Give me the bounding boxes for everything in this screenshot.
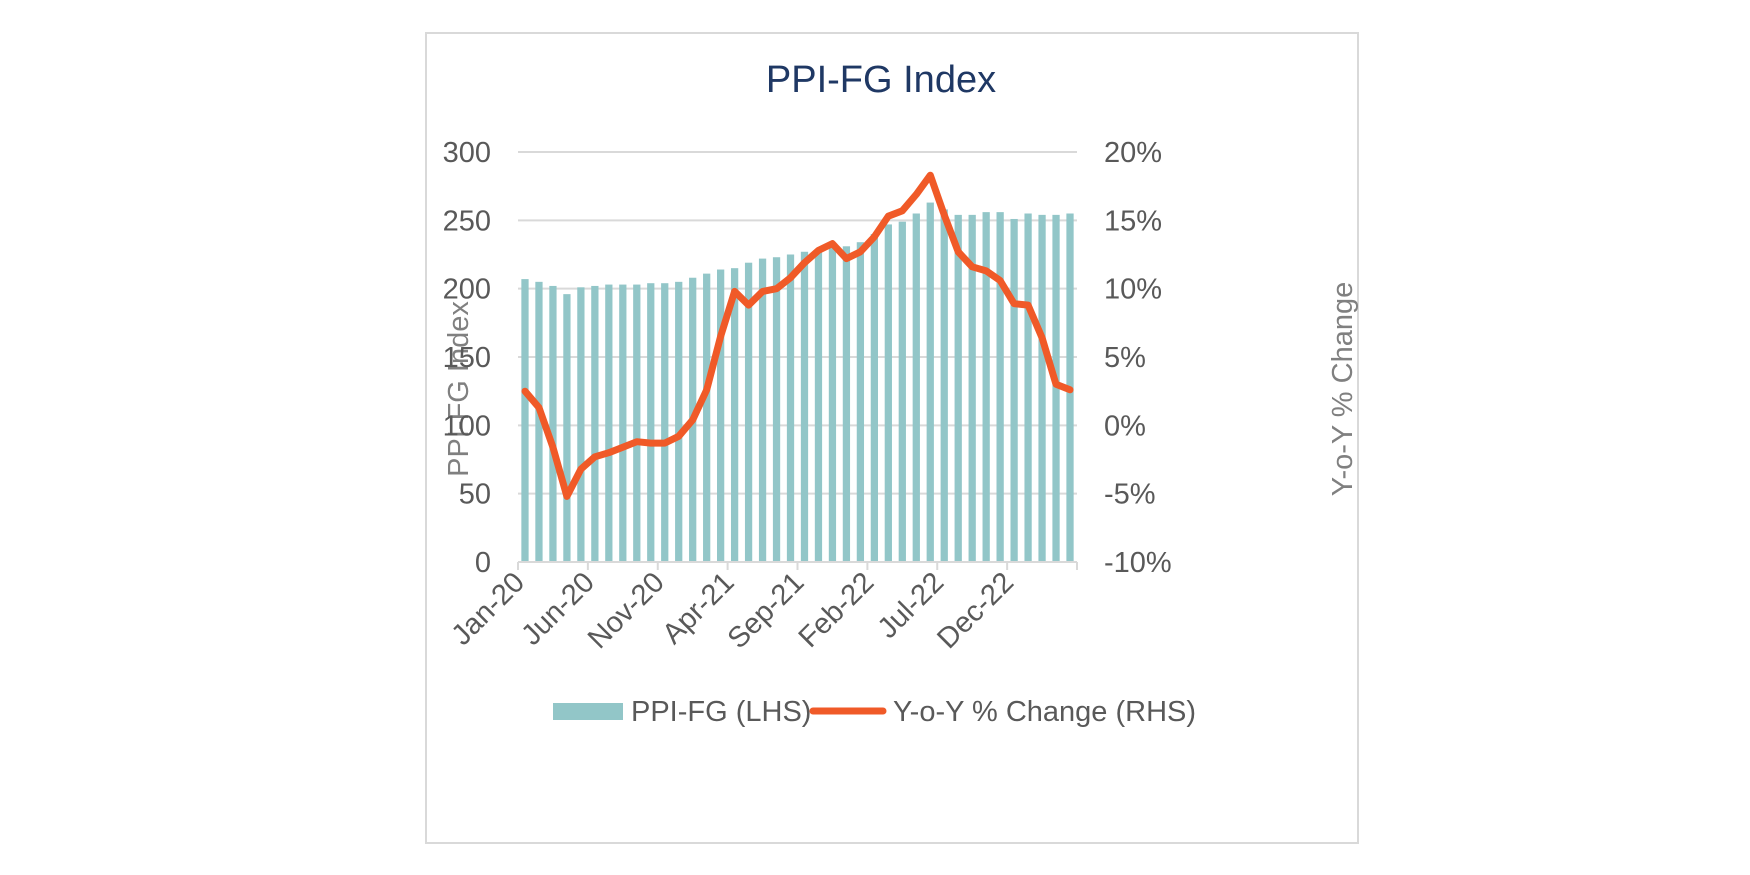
x-tick-label: Dec-22	[931, 566, 1020, 655]
bar	[1010, 218, 1018, 562]
y-tick-label: 200	[443, 274, 491, 306]
bar	[577, 287, 585, 562]
x-tick-label: Sep-21	[722, 566, 811, 655]
bar	[521, 279, 529, 562]
bar	[842, 246, 851, 563]
bar	[772, 257, 781, 562]
line-series	[521, 171, 1074, 500]
legend-label-bars: PPI-FG (LHS)	[631, 696, 811, 728]
bar	[968, 214, 976, 562]
bar	[870, 234, 878, 562]
bar	[856, 242, 865, 562]
bar	[758, 258, 767, 562]
bar	[605, 284, 613, 562]
legend-swatch-bars	[553, 703, 623, 720]
y-tick-label: 0	[475, 547, 491, 579]
y-axis-title: PPI-FG Index	[443, 301, 475, 477]
bar	[800, 251, 809, 562]
gridlines	[518, 151, 1077, 495]
bar	[535, 281, 543, 562]
bar	[996, 212, 1004, 562]
chart-title: PPI-FG Index	[766, 59, 996, 101]
y2-tick-label: 5%	[1104, 342, 1146, 374]
y2-tick-label: 0%	[1104, 410, 1146, 442]
y-tick-label: 300	[443, 137, 491, 169]
bar	[563, 294, 571, 562]
bar	[828, 247, 837, 562]
bar	[1052, 214, 1060, 562]
bar	[940, 209, 948, 562]
bar	[591, 285, 599, 562]
bar-series	[521, 202, 1074, 563]
y2-axis-title: Y-o-Y % Change	[1327, 282, 1359, 496]
y2-axis-ticks: -10% -5% 0% 5% 10% 15% 20%	[1104, 137, 1172, 579]
bar	[703, 273, 711, 562]
bar	[884, 224, 892, 562]
x-axis	[517, 561, 1078, 570]
x-tick-label: Nov-20	[582, 566, 671, 655]
x-tick-label: Jan-20	[446, 566, 531, 651]
bar	[912, 213, 920, 562]
y2-tick-label: 20%	[1104, 137, 1162, 169]
bar	[1038, 214, 1046, 562]
legend-label-line: Y-o-Y % Change (RHS)	[893, 696, 1196, 728]
y2-tick-label: -10%	[1104, 547, 1172, 579]
bar	[1024, 213, 1032, 562]
bar	[926, 202, 934, 563]
y2-tick-label: 10%	[1104, 274, 1162, 306]
y-tick-label: 150	[443, 342, 491, 374]
chart-svg: PPI-FG Index PPI-FG Index Y-o-Y % Change…	[443, 59, 1359, 728]
y-tick-label: 50	[459, 479, 491, 511]
bar	[786, 254, 795, 562]
legend: PPI-FG (LHS) Y-o-Y % Change (RHS)	[553, 696, 1196, 728]
bar	[744, 262, 753, 562]
y2-tick-label: -5%	[1104, 479, 1156, 511]
y-tick-label: 250	[443, 205, 491, 237]
bar	[717, 269, 725, 562]
bar	[675, 281, 683, 562]
bar	[730, 268, 739, 562]
bar	[549, 285, 557, 562]
bar	[661, 283, 669, 562]
y2-tick-label: 15%	[1104, 205, 1162, 237]
y-axis-ticks: 0 50 100 150 200 250 300	[443, 137, 491, 579]
bar	[647, 283, 655, 562]
yoy-line	[521, 171, 1074, 500]
x-axis-ticks: Jan-20Jun-20Nov-20Apr-21Sep-21Feb-22Jul-…	[446, 566, 1020, 655]
bar	[954, 214, 962, 562]
x-tick-label: Feb-22	[793, 566, 881, 654]
bar	[982, 212, 990, 562]
bar	[633, 284, 641, 562]
bar	[814, 249, 823, 563]
y-tick-label: 100	[443, 410, 491, 442]
bar	[619, 284, 627, 562]
chart-frame: PPI-FG Index PPI-FG Index Y-o-Y % Change…	[425, 32, 1359, 844]
bar	[898, 221, 906, 562]
